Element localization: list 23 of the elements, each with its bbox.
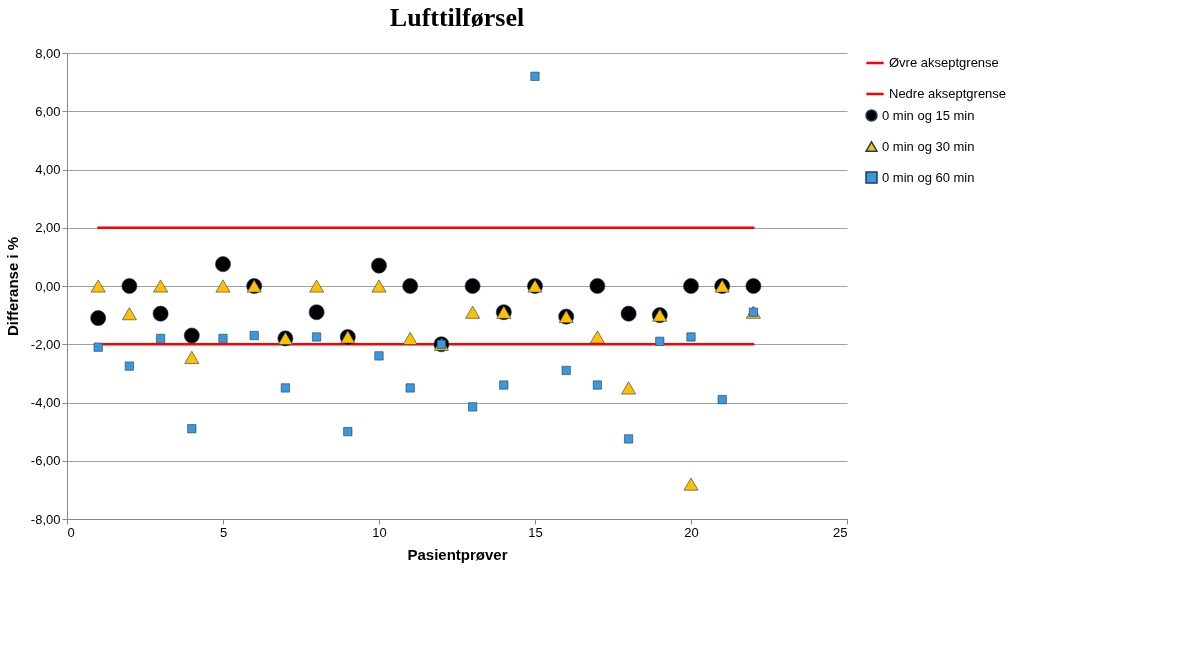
y-tick-label: -4,00	[30, 395, 61, 410]
x-tick-label: 20	[684, 524, 699, 540]
y-tick-label: -2,00	[30, 336, 61, 352]
y-tick-label: 0,00	[35, 278, 61, 294]
x-tick-label: 25	[833, 524, 848, 540]
legend-label: 0 min og 30 min	[882, 138, 975, 154]
x-tick-label: 5	[219, 524, 228, 540]
x-tick-label: 15	[528, 524, 543, 540]
y-tick-label: 8,00	[35, 45, 61, 61]
y-tick-label: 6,00	[35, 103, 61, 119]
x-tick-label: 0	[67, 524, 75, 540]
legend-label: Nedre akseptgrense	[889, 86, 1007, 101]
y-axis-title: Differanse i %	[3, 236, 21, 337]
y-tick-label: -8,00	[30, 511, 61, 527]
chart-title: Lufttilførsel	[389, 3, 525, 32]
y-tick-label: 4,00	[35, 162, 61, 177]
legend-label: 0 min og 15 min	[882, 107, 975, 123]
legend-label: 0 min og 60 min	[882, 169, 975, 185]
x-tick-label: 10	[372, 524, 387, 540]
y-tick-label: -6,00	[30, 453, 61, 469]
legend-label: Øvre akseptgrense	[889, 55, 999, 70]
y-tick-label: 2,00	[35, 220, 61, 236]
x-axis-title: Pasientprøver	[407, 545, 508, 563]
